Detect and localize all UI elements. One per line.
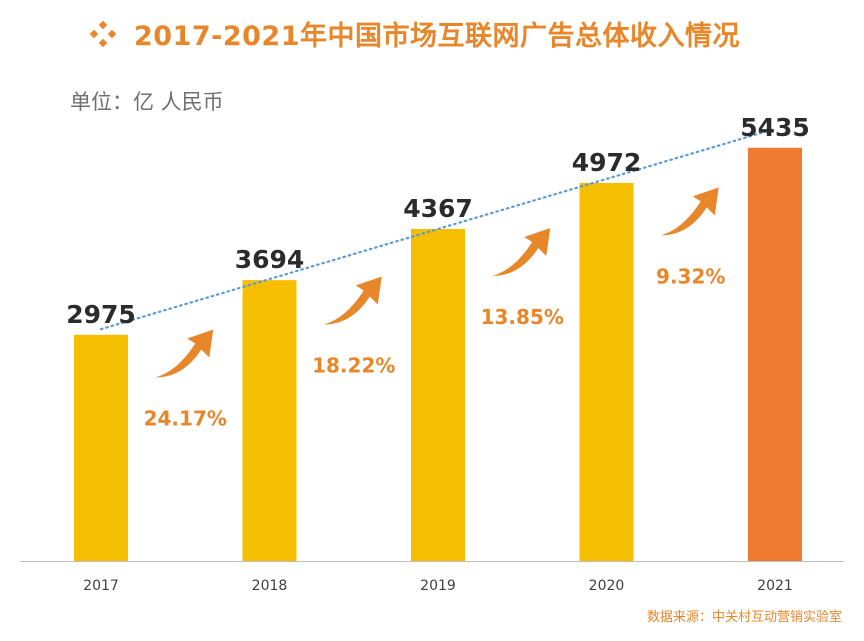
growth-rate-label: 24.17% xyxy=(144,406,227,430)
x-tick-label-2019: 2019 xyxy=(420,578,456,594)
bar-2021 xyxy=(748,147,802,562)
bar-2017 xyxy=(74,334,128,561)
growth-arrow-icon xyxy=(323,276,382,325)
bar-2018 xyxy=(242,280,297,561)
growth-rate-label: 13.85% xyxy=(481,305,564,329)
value-label-2018: 3694 xyxy=(235,245,305,274)
source-note: 数据来源：中关村互动营销实验室 xyxy=(646,610,842,625)
unit-label: 单位：亿 人民币 xyxy=(70,90,224,114)
x-tick-label-2020: 2020 xyxy=(589,578,625,594)
bar-2020 xyxy=(579,182,634,562)
value-label-2020: 4972 xyxy=(572,148,642,177)
value-label-2017: 2975 xyxy=(66,300,136,329)
diamond-bullet-icon xyxy=(89,20,117,47)
growth-rate-label: 9.32% xyxy=(656,264,725,288)
bar-2019 xyxy=(411,228,465,562)
x-tick-label-2021: 2021 xyxy=(757,578,793,594)
value-label-2021: 5435 xyxy=(740,113,810,142)
value-label-2019: 4367 xyxy=(403,194,473,223)
growth-arrow-icon xyxy=(492,227,551,276)
growth-arrow-icon xyxy=(155,329,214,378)
trend-line xyxy=(99,127,777,331)
x-tick-label-2018: 2018 xyxy=(252,578,288,594)
chart-title: 2017-2021年中国市场互联网广告总体收入情况 xyxy=(134,21,740,52)
x-tick-label-2017: 2017 xyxy=(83,578,119,594)
growth-arrow-icon xyxy=(660,187,719,236)
title-row: 2017-2021年中国市场互联网广告总体收入情况 xyxy=(88,14,740,53)
growth-rate-label: 18.22% xyxy=(312,354,395,378)
